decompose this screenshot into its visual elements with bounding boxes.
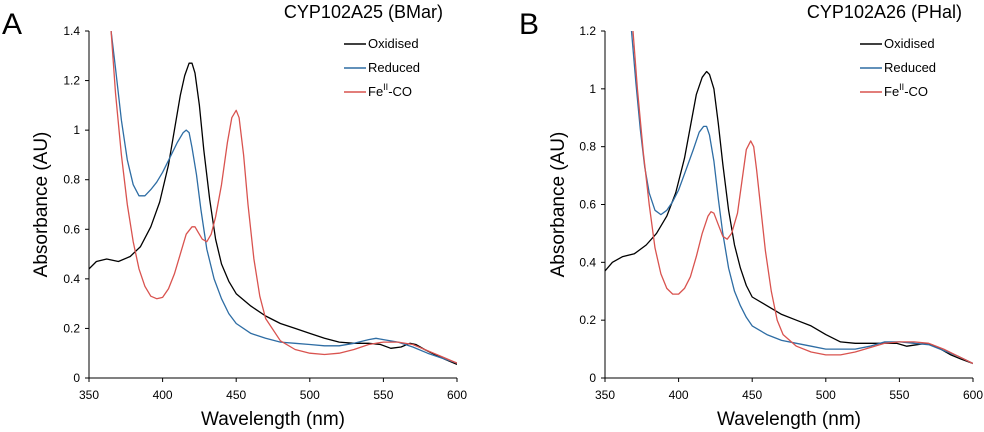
x-tick-label: 350 xyxy=(79,388,99,402)
x-tick-label: 350 xyxy=(595,388,615,402)
x-tick-label: 600 xyxy=(447,388,467,402)
x-tick-label: 550 xyxy=(889,388,909,402)
series-line-reduced xyxy=(110,31,457,364)
x-tick-label: 500 xyxy=(300,388,320,402)
legend-entry-label: Oxidised xyxy=(884,36,935,51)
y-tick-label: 0.6 xyxy=(579,198,596,212)
x-axis-label: Wavelength (nm) xyxy=(201,409,345,430)
chart-title: CYP102A25 (BMar) xyxy=(284,2,443,22)
y-tick-label: 1.4 xyxy=(63,24,80,38)
legend-entry: Reduced xyxy=(884,60,936,75)
series-line-reduced xyxy=(630,31,973,365)
legend-entry-suffix: -CO xyxy=(388,84,412,99)
legend-entry-superscript: II xyxy=(899,82,904,92)
y-axis-label: Absorbance (AU) xyxy=(548,132,569,278)
legend-entry: Reduced xyxy=(368,60,420,75)
x-tick-label: 500 xyxy=(816,388,836,402)
y-tick-label: 1 xyxy=(589,82,596,96)
legend-entry-label: Fe xyxy=(368,84,383,99)
legend-entry: FeII-CO xyxy=(884,82,928,99)
y-tick-label: 0.2 xyxy=(579,313,596,327)
chart-panel-a: A CYP102A25 (BMar) 0 0.2 0.4 0.6 0.8 1 1.2 1.4 350… xyxy=(2,2,467,430)
legend-entry: FeII-CO xyxy=(368,82,412,99)
legend-entry: Oxidised xyxy=(884,36,935,51)
y-tick-label: 1 xyxy=(73,123,80,137)
legend-entry-suffix: -CO xyxy=(904,84,928,99)
legend-entry-label: Fe xyxy=(884,84,899,99)
y-tick-label: 0.6 xyxy=(63,222,80,236)
series-line-feii-co xyxy=(632,31,973,365)
y-tick-label: 0.4 xyxy=(63,272,80,286)
x-tick-label: 600 xyxy=(963,388,983,402)
y-tick-label: 0 xyxy=(73,371,80,385)
x-tick-label: 550 xyxy=(373,388,393,402)
legend-entry-label: Reduced xyxy=(368,60,420,75)
legend-entry-label: Reduced xyxy=(884,60,936,75)
x-axis-label: Wavelength (nm) xyxy=(717,409,861,430)
panel-letter: A xyxy=(2,8,22,41)
x-tick-label: 400 xyxy=(669,388,689,402)
y-tick-label: 0.2 xyxy=(63,321,80,335)
legend-entry-label: Oxidised xyxy=(368,36,419,51)
legend-entry: Oxidised xyxy=(368,36,419,51)
y-tick-label: 0.8 xyxy=(579,140,596,154)
y-tick-label: 1.2 xyxy=(63,74,80,88)
y-axis-label: Absorbance (AU) xyxy=(31,132,52,278)
series-line-oxidised xyxy=(89,62,457,365)
series-line-feii-co xyxy=(110,31,457,364)
y-tick-label: 0.4 xyxy=(579,255,596,269)
chart-title: CYP102A26 (PHal) xyxy=(807,2,962,22)
legend-entry-superscript: II xyxy=(383,82,388,92)
y-tick-label: 1.2 xyxy=(579,24,596,38)
x-tick-label: 400 xyxy=(153,388,173,402)
series-line-oxidised xyxy=(605,70,973,365)
x-tick-label: 450 xyxy=(742,388,762,402)
panel-letter: B xyxy=(519,8,539,41)
y-tick-label: 0.8 xyxy=(63,173,80,187)
y-tick-label: 0 xyxy=(589,371,596,385)
chart-panel-b: B CYP102A26 (PHal) 0 0.2 0.4 0.6 0.8 1 1.2 350 400… xyxy=(519,2,983,430)
x-tick-label: 450 xyxy=(226,388,246,402)
